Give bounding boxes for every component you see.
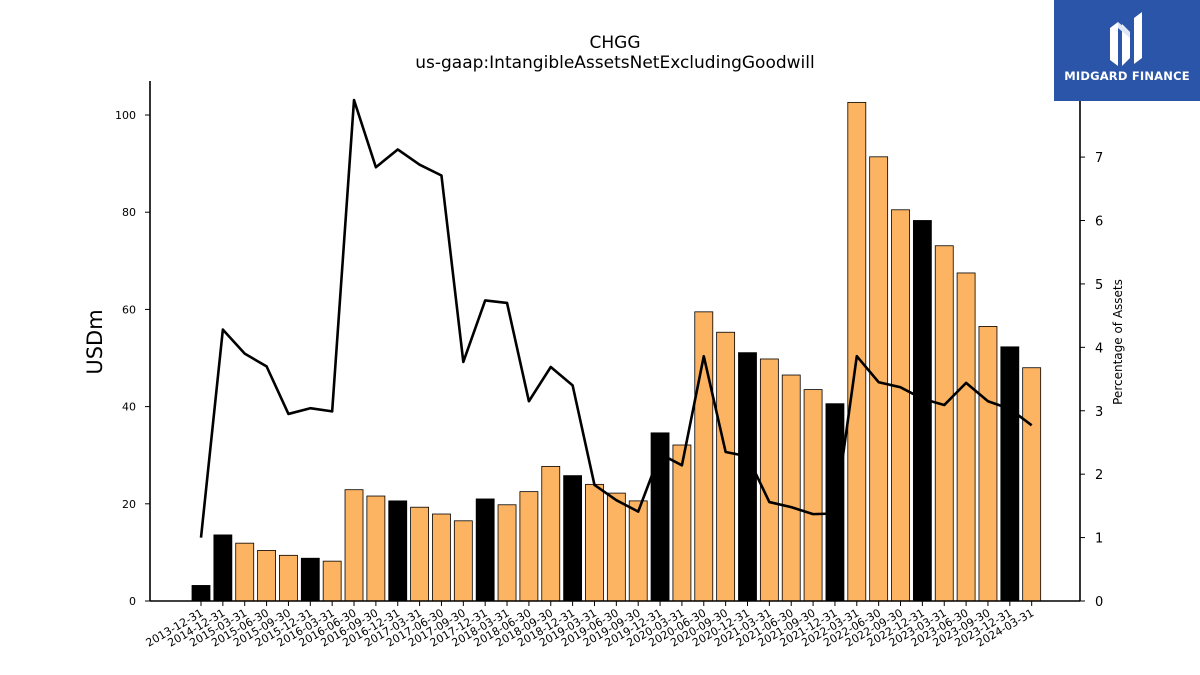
- y-tick-label: 80: [122, 206, 136, 219]
- percentage-line: [199, 98, 1033, 538]
- y2-tick-label: 3: [1095, 405, 1103, 420]
- bar-2013-12-31: [191, 585, 211, 602]
- bar-2016-09-30: [366, 495, 386, 602]
- y-tick-label: 20: [122, 498, 136, 511]
- chart-title: CHGG: [590, 33, 641, 53]
- bar-2021-12-31: [825, 403, 845, 602]
- axes: [149, 81, 1081, 602]
- bar-2021-03-31: [759, 358, 779, 602]
- bar-2017-12-31: [475, 498, 495, 602]
- bar-2018-12-31: [563, 475, 583, 602]
- bar-2019-06-30: [606, 492, 626, 602]
- bar-2021-06-30: [781, 374, 801, 602]
- bar-2020-09-30: [716, 331, 736, 602]
- bar-2022-06-30: [869, 156, 889, 602]
- bar-2020-03-31: [672, 444, 692, 602]
- bar-2016-06-30: [344, 489, 364, 602]
- y-tick-label: 60: [122, 303, 136, 316]
- y2-tick-label: 5: [1095, 278, 1103, 293]
- bar-2017-09-30: [453, 520, 473, 602]
- bar-2023-03-31: [934, 245, 954, 602]
- bar-2023-09-30: [978, 326, 998, 602]
- bar-2018-09-30: [541, 465, 561, 602]
- y2-tick-label: 7: [1095, 151, 1103, 166]
- y2-tick-label: 0: [1095, 595, 1103, 610]
- bar-2016-12-31: [388, 500, 408, 602]
- bar-2019-03-31: [585, 483, 604, 602]
- bar-2017-03-31: [410, 506, 430, 602]
- y2-tick-label: 2: [1095, 468, 1103, 483]
- bar-group: [191, 101, 1042, 602]
- bar-2019-09-30: [628, 500, 648, 602]
- bar-2023-06-30: [956, 272, 976, 602]
- bar-2022-03-31: [847, 101, 867, 602]
- y-tick-label: 100: [115, 109, 136, 122]
- bar-2023-12-31: [1000, 346, 1020, 602]
- bar-2020-12-31: [738, 352, 757, 602]
- y2-tick-label: 6: [1095, 215, 1103, 230]
- bar-2018-06-30: [519, 491, 539, 602]
- midgard-logo-icon: [1110, 12, 1142, 66]
- y2-axis-ticks: 0 1 2 3 4 5 6 7: [1080, 151, 1103, 610]
- bar-2022-09-30: [891, 209, 910, 602]
- bar-2016-03-31: [322, 560, 342, 602]
- line-group: [199, 98, 1033, 538]
- bar-2015-09-30: [279, 554, 298, 602]
- bar-2024-03-31: [1022, 367, 1042, 602]
- y-axis-label: USDm: [83, 309, 107, 374]
- y2-tick-label: 4: [1095, 341, 1103, 356]
- bar-2021-09-30: [803, 389, 823, 602]
- bar-2018-03-31: [497, 504, 517, 602]
- bar-2017-06-30: [432, 513, 451, 602]
- bar-2014-12-31: [213, 534, 233, 602]
- bar-2015-03-31: [235, 542, 255, 602]
- brand-logo: MIDGARD FINANCE: [1054, 0, 1200, 101]
- bar-2015-06-30: [257, 550, 276, 602]
- y2-axis-label: Percentage of Assets: [1111, 279, 1125, 405]
- chart-subtitle: us-gaap:IntangibleAssetsNetExcludingGood…: [415, 53, 814, 73]
- y-tick-label: 0: [129, 595, 136, 608]
- bar-2015-12-31: [300, 557, 320, 602]
- x-axis-ticks: 2013-12-312014-12-312015-03-312015-06-30…: [144, 601, 1036, 650]
- y-tick-label: 40: [122, 401, 136, 414]
- y2-tick-label: 1: [1095, 532, 1103, 547]
- brand-name: MIDGARD FINANCE: [1064, 69, 1190, 83]
- bar-2022-12-31: [912, 220, 932, 602]
- y-axis-ticks: 0 20 40 60 80 100: [115, 109, 150, 608]
